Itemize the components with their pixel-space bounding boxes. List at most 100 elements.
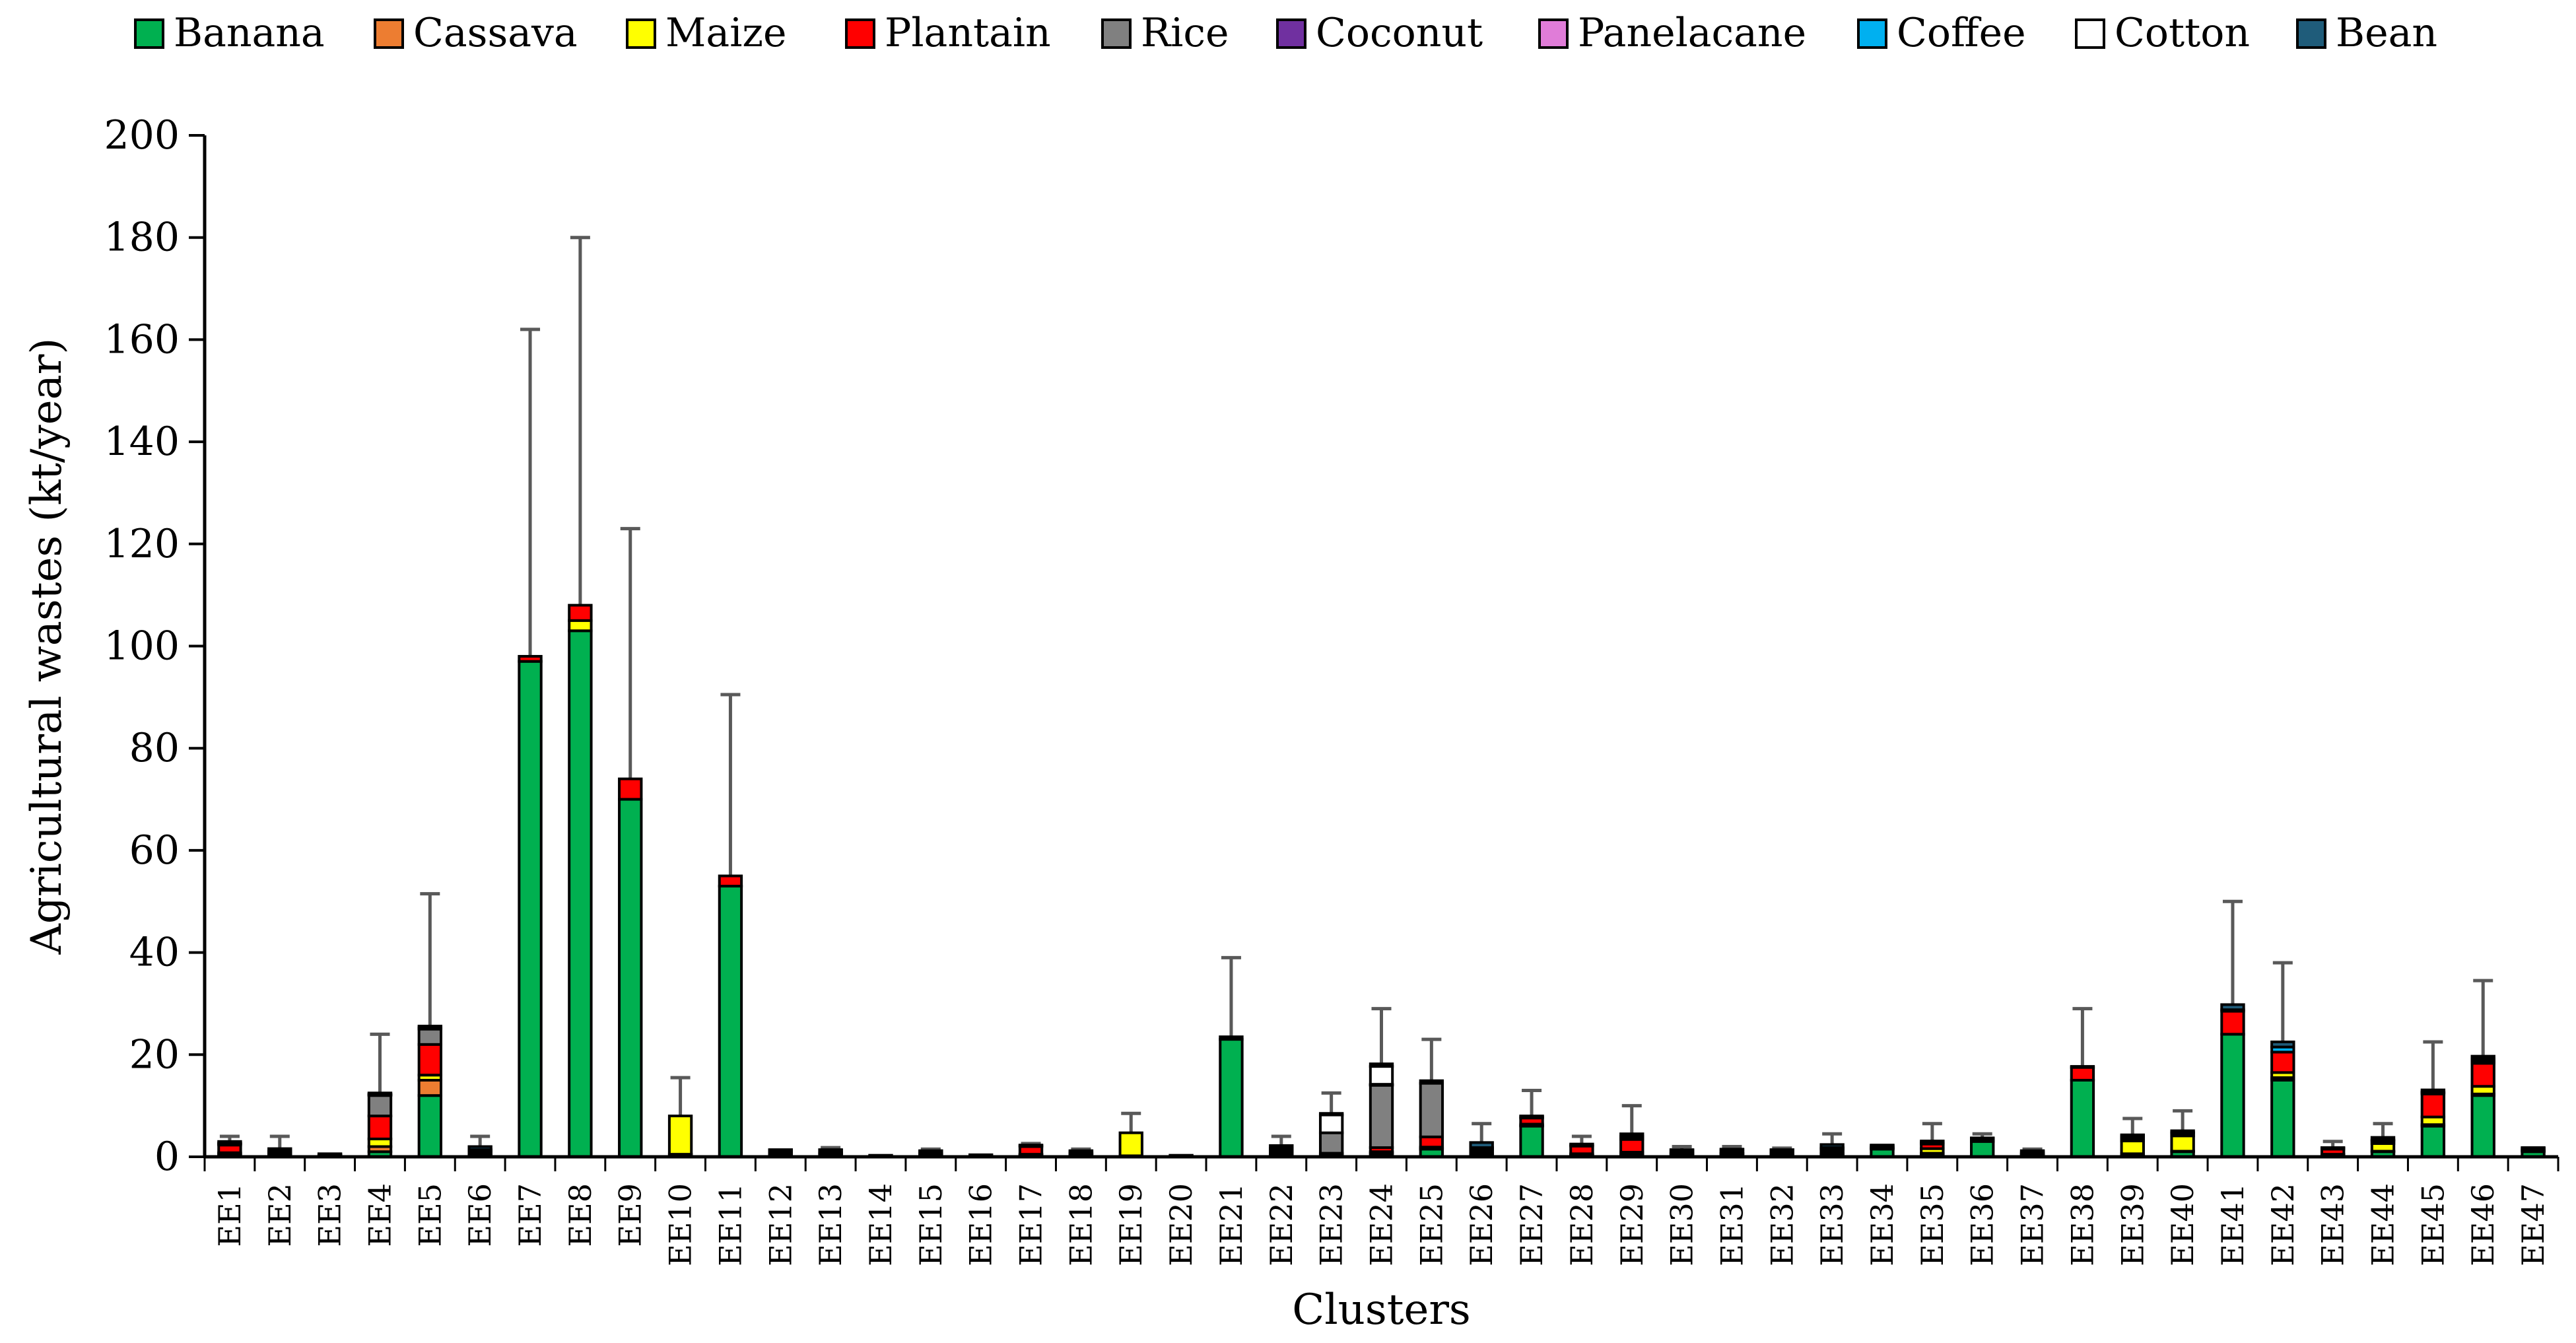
bar-EE4-rice — [367, 1094, 393, 1118]
bar-EE25-bean — [1419, 1079, 1444, 1085]
bar-EE42-banana — [2270, 1078, 2295, 1158]
legend-swatch-panelacane — [1538, 18, 1569, 49]
legend: Banana Cassava Maize Plantain Rice Coconut Pan… — [134, 10, 2437, 56]
legend-swatch-plantain — [845, 18, 875, 49]
legend-label-bean: Bean — [2336, 10, 2437, 56]
y-axis-title: Agricultural wastes (kt/year) — [22, 338, 71, 955]
bar-EE23-rice — [1318, 1131, 1344, 1155]
x-tick-label-EE37: EE37 — [2015, 1183, 2051, 1266]
bar-EE5-banana — [417, 1094, 443, 1159]
x-tick-label-EE44: EE44 — [2365, 1183, 2401, 1266]
x-tick-label-EE39: EE39 — [2115, 1183, 2150, 1266]
x-tick-label-EE25: EE25 — [1413, 1183, 1449, 1266]
bar-EE42-bean — [2270, 1040, 2295, 1049]
bar-EE15-bean — [918, 1149, 943, 1153]
bar-EE38-banana — [2070, 1078, 2095, 1158]
x-tick-label-EE22: EE22 — [1264, 1183, 1299, 1266]
bar-EE11-banana — [718, 885, 743, 1159]
legend-swatch-rice — [1101, 18, 1132, 49]
bar-EE31-bean — [1719, 1148, 1745, 1152]
bar-EE41-banana — [2220, 1033, 2245, 1158]
x-tick-label-EE5: EE5 — [412, 1183, 448, 1247]
legend-swatch-cotton — [2075, 18, 2105, 49]
bar-EE44-bean — [2370, 1136, 2396, 1142]
x-tick-label-EE10: EE10 — [663, 1183, 698, 1266]
axes — [203, 135, 2558, 1159]
bar-EE5-plantain — [417, 1043, 443, 1077]
bar-EE5-bean — [417, 1024, 443, 1029]
y-tick-label-20: 20 — [129, 1031, 180, 1078]
x-tick-label-EE26: EE26 — [1464, 1183, 1499, 1266]
bar-EE37-bean — [2019, 1149, 2045, 1153]
x-tick-label-EE11: EE11 — [712, 1183, 748, 1266]
bars — [217, 603, 2546, 1159]
bar-EE8-plantain — [568, 603, 593, 622]
y-tick-label-100: 100 — [104, 623, 180, 670]
legend-label-cotton: Cotton — [2115, 10, 2250, 56]
x-tick-label-EE7: EE7 — [512, 1183, 548, 1247]
bar-EE26-bean — [1469, 1141, 1494, 1150]
y-tick-label-60: 60 — [129, 827, 180, 874]
legend-swatch-coconut — [1276, 18, 1306, 49]
bar-EE33-bean — [1819, 1143, 1845, 1150]
bar-EE24-rice — [1369, 1084, 1394, 1150]
x-tick-label-EE34: EE34 — [1864, 1183, 1900, 1266]
legend-swatch-maize — [626, 18, 656, 49]
bar-EE10-maize — [667, 1115, 693, 1156]
bar-EE25-plantain — [1419, 1135, 1444, 1149]
x-tick-label-EE27: EE27 — [1514, 1183, 1549, 1266]
y-tick-label-40: 40 — [129, 930, 180, 976]
x-tick-label-EE38: EE38 — [2064, 1183, 2100, 1266]
x-tick-label-EE32: EE32 — [1764, 1183, 1800, 1266]
legend-label-coffee: Coffee — [1897, 10, 2026, 56]
error-bars — [219, 236, 2493, 1151]
bar-EE38-bean — [2070, 1065, 2095, 1069]
legend-label-rice: Rice — [1141, 10, 1229, 56]
bar-EE11-plantain — [718, 874, 743, 888]
x-tick-label-EE17: EE17 — [1013, 1183, 1049, 1266]
y-tick-label-120: 120 — [104, 521, 180, 567]
bar-EE45-bean — [2420, 1088, 2446, 1093]
x-tick-label-EE45: EE45 — [2415, 1183, 2451, 1266]
x-tick-label-EE42: EE42 — [2265, 1183, 2301, 1266]
x-tick-label-EE28: EE28 — [1564, 1183, 1600, 1266]
bar-EE39-bean — [2120, 1133, 2145, 1138]
bar-EE7-banana — [518, 660, 543, 1158]
bar-EE46-bean — [2470, 1054, 2495, 1060]
bar-EE38-plantain — [2070, 1066, 2095, 1082]
x-axis-title: Clusters — [1292, 1286, 1471, 1334]
x-tick-label-EE16: EE16 — [963, 1183, 999, 1266]
bar-EE19-maize — [1118, 1131, 1143, 1157]
x-tick-label-EE14: EE14 — [863, 1183, 898, 1266]
x-tick-label-EE31: EE31 — [1714, 1183, 1749, 1266]
bar-EE23-cotton — [1318, 1113, 1344, 1134]
bar-EE4-bean — [367, 1091, 393, 1095]
bar-EE35-bean — [1920, 1140, 1945, 1144]
bar-EE40-maize — [2170, 1134, 2195, 1153]
bar-EE5-rice — [417, 1027, 443, 1046]
x-tick-label-EE13: EE13 — [813, 1183, 848, 1266]
legend-label-panelacane: Panelacane — [1578, 10, 1806, 56]
bar-EE18-bean — [1068, 1149, 1094, 1153]
bar-EE45-plantain — [2420, 1092, 2446, 1119]
x-tick-label-EE35: EE35 — [1915, 1183, 1950, 1266]
x-tick-label-EE21: EE21 — [1213, 1183, 1249, 1266]
x-tick-label-EE9: EE9 — [613, 1183, 648, 1247]
x-ticks: EE1 EE2 EE3 EE4 EE5 EE6 EE7 EE8 EE9 EE10 EE11 EE12 E… — [203, 1157, 2559, 1266]
x-tick-label-EE43: EE43 — [2315, 1183, 2351, 1266]
bar-EE27-banana — [1519, 1124, 1544, 1158]
bar-EE36-banana — [1970, 1140, 1995, 1159]
x-tick-label-EE6: EE6 — [462, 1183, 498, 1247]
bar-EE45-banana — [2420, 1124, 2446, 1158]
x-tick-label-EE47: EE47 — [2515, 1183, 2551, 1266]
x-tick-label-EE20: EE20 — [1163, 1183, 1199, 1266]
x-tick-label-EE40: EE40 — [2165, 1183, 2200, 1266]
bar-EE27-bean — [1519, 1115, 1544, 1119]
bar-EE41-plantain — [2220, 1010, 2245, 1036]
x-tick-label-EE30: EE30 — [1664, 1183, 1700, 1266]
x-tick-label-EE41: EE41 — [2215, 1183, 2251, 1266]
bar-EE1-bean — [217, 1140, 242, 1145]
bar-EE7-plantain — [518, 654, 543, 663]
bar-EE5-cassava — [417, 1078, 443, 1097]
x-tick-label-EE3: EE3 — [312, 1183, 348, 1247]
